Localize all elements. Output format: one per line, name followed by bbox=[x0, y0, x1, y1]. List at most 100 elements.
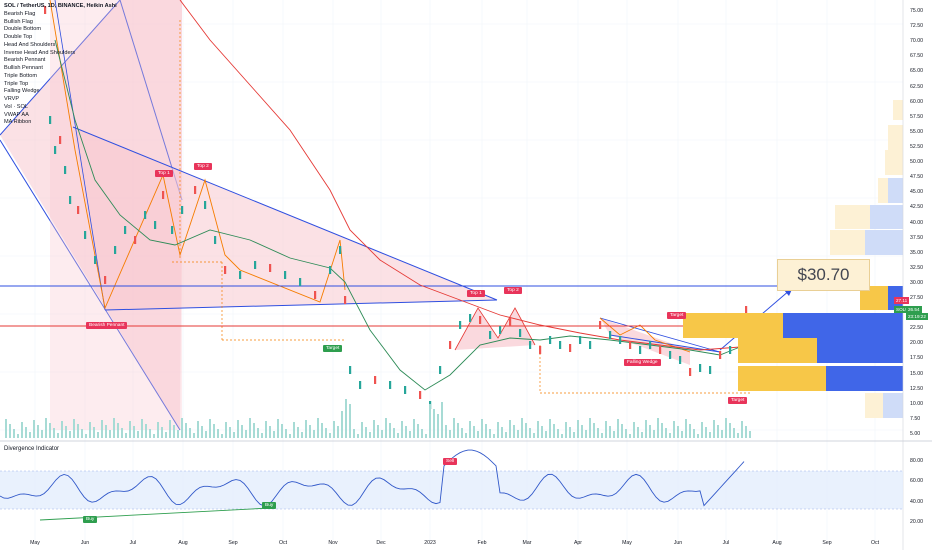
candle bbox=[599, 321, 602, 329]
time-tick: May bbox=[622, 540, 632, 546]
volume-bar bbox=[657, 418, 659, 438]
volume-bar bbox=[301, 432, 303, 438]
volume-bar bbox=[457, 423, 459, 438]
candle bbox=[499, 326, 502, 334]
falling-wedge-tag[interactable]: Falling Wedge bbox=[624, 359, 661, 366]
legend-item[interactable]: Bearish Pennant bbox=[4, 57, 46, 64]
time-tick: Nov bbox=[328, 540, 338, 546]
price-tick: 75.00 bbox=[910, 8, 923, 14]
legend-item[interactable]: Bullish Flag bbox=[4, 18, 33, 25]
volume-bar bbox=[689, 424, 691, 438]
legend-item[interactable]: Double Bottom bbox=[4, 26, 42, 33]
indicator-legend[interactable]: SOL / TetherUS, 1D, BINANCE, Heikin Ashi… bbox=[4, 3, 117, 127]
volume-bar bbox=[21, 422, 23, 438]
volume-bar bbox=[133, 426, 135, 438]
volume-bar bbox=[181, 418, 183, 438]
legend-item[interactable]: VRVP bbox=[4, 96, 20, 102]
volume-bar bbox=[537, 421, 539, 438]
candle bbox=[449, 341, 452, 349]
legend-item[interactable]: Head And Shoulders bbox=[4, 41, 56, 48]
candle bbox=[94, 256, 97, 264]
top1-tag[interactable]: Top 1 bbox=[155, 170, 173, 177]
volume-bars bbox=[5, 399, 751, 438]
target-tag-red[interactable]: Target bbox=[667, 312, 687, 319]
candle bbox=[181, 206, 184, 214]
target-price-box[interactable]: $30.70 bbox=[777, 259, 870, 291]
ma-green-line bbox=[54, 39, 746, 391]
symbol-title[interactable]: SOL / TetherUS, 1D, BINANCE, Heikin Ashi bbox=[4, 3, 117, 9]
volume-bar bbox=[49, 423, 51, 438]
legend-item[interactable]: Triple Top bbox=[4, 80, 29, 87]
volume-bar bbox=[373, 420, 375, 438]
target-tag-green[interactable]: Target bbox=[323, 345, 343, 352]
candle bbox=[389, 381, 392, 389]
candle bbox=[519, 329, 522, 337]
buy-tag[interactable]: Buy bbox=[262, 502, 277, 509]
candle bbox=[439, 366, 442, 374]
volume-bar bbox=[573, 432, 575, 438]
volume-bar bbox=[749, 431, 751, 438]
volume-bar bbox=[461, 428, 463, 438]
top2-tag-2023[interactable]: Top 2 bbox=[504, 287, 522, 294]
volume-bar bbox=[737, 433, 739, 438]
volume-bar bbox=[653, 430, 655, 438]
candle bbox=[689, 368, 692, 376]
volume-bar bbox=[557, 429, 559, 438]
time-tick: Apr bbox=[573, 540, 583, 546]
legend-item[interactable]: Falling Wedge bbox=[4, 88, 40, 95]
price-tick: 15.00 bbox=[910, 370, 923, 377]
candle bbox=[729, 346, 732, 354]
volume-bar bbox=[413, 419, 415, 438]
candle bbox=[659, 346, 662, 354]
buy-tag[interactable]: Buy bbox=[83, 516, 98, 523]
volume-bar bbox=[473, 426, 475, 438]
legend-item[interactable]: VWAP AA bbox=[4, 111, 29, 118]
divergence-title[interactable]: Divergence Indicator bbox=[4, 446, 60, 452]
top2-tag[interactable]: Top 2 bbox=[194, 163, 212, 170]
volume-bar bbox=[609, 426, 611, 438]
candle bbox=[679, 356, 682, 364]
candle bbox=[589, 341, 592, 349]
candle bbox=[579, 336, 582, 344]
volume-bar bbox=[633, 422, 635, 438]
volume-bar bbox=[425, 434, 427, 438]
price-tick: 12.50 bbox=[910, 385, 923, 392]
volume-bar bbox=[405, 426, 407, 438]
legend-item[interactable]: Vol · SOL bbox=[4, 103, 28, 110]
volume-bar bbox=[513, 425, 515, 438]
volume-bar bbox=[257, 428, 259, 438]
volume-bar bbox=[637, 427, 639, 438]
volume-bar bbox=[493, 434, 495, 438]
legend-item[interactable]: Inverse Head And Shoulders bbox=[4, 49, 76, 56]
volume-bar bbox=[57, 433, 59, 438]
volume-bar bbox=[569, 427, 571, 438]
volume-bar bbox=[165, 432, 167, 438]
symmetrical-triangle[interactable] bbox=[54, 0, 498, 311]
volume-bar bbox=[697, 434, 699, 438]
divergence-tick: 20.00 bbox=[910, 519, 923, 525]
legend-item[interactable]: Double Top bbox=[4, 34, 33, 40]
top1-tag-2023[interactable]: Top 1 bbox=[467, 290, 485, 297]
price-tick: 55.00 bbox=[910, 128, 923, 135]
sell-tag[interactable]: Sell bbox=[443, 458, 457, 465]
price-tick: 45.00 bbox=[910, 189, 923, 196]
volume-bar bbox=[93, 427, 95, 438]
last-price-label: 26.54 bbox=[906, 306, 922, 313]
price-tick: 20.00 bbox=[910, 340, 923, 347]
volume-bar bbox=[241, 425, 243, 438]
bearish-pennant-tag[interactable]: Bearish Pennant bbox=[86, 322, 128, 329]
target-tag-red-2[interactable]: Target bbox=[728, 397, 748, 404]
volume-bar bbox=[61, 421, 63, 438]
legend-item[interactable]: Bullish Pennant bbox=[4, 65, 43, 71]
volume-bar bbox=[361, 422, 363, 438]
candle bbox=[224, 266, 227, 274]
volume-bar bbox=[157, 422, 159, 438]
candle bbox=[214, 236, 217, 244]
legend-item[interactable]: Triple Bottom bbox=[4, 72, 38, 79]
candle bbox=[479, 316, 482, 324]
legend-item[interactable]: MA Ribbon bbox=[4, 119, 32, 126]
legend-item[interactable]: Bearish Flag bbox=[4, 10, 36, 17]
rsi-line bbox=[0, 449, 745, 507]
candle bbox=[459, 321, 462, 329]
